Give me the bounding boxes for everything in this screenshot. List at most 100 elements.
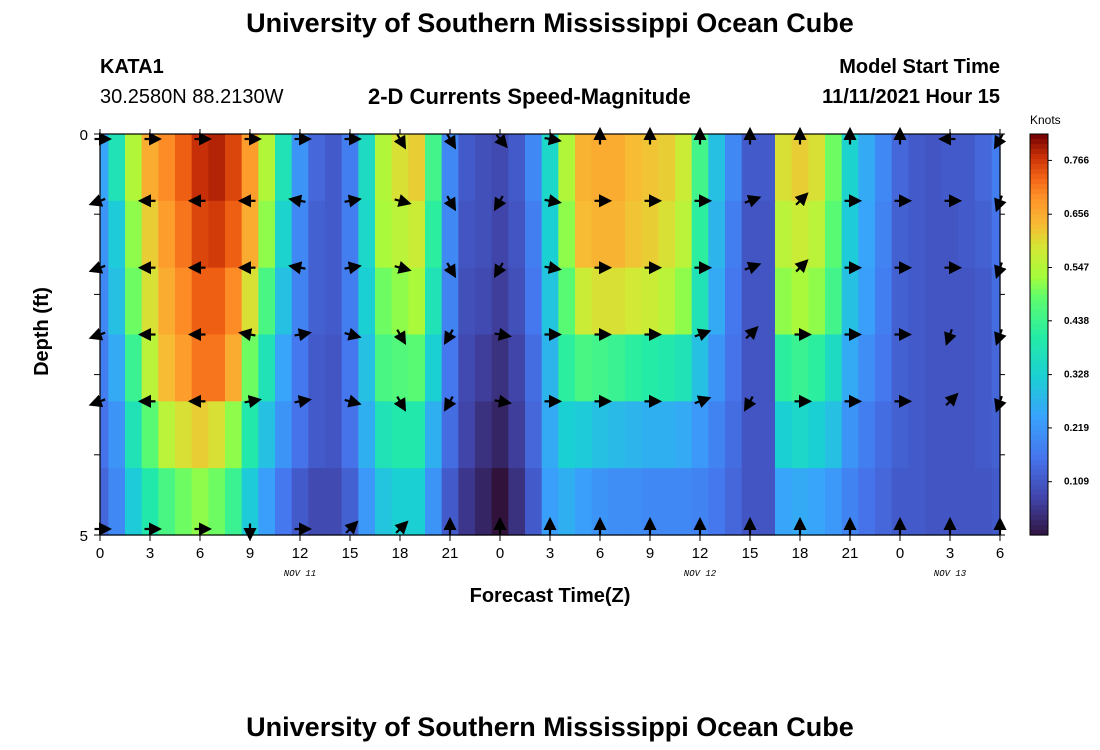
heatmap-cell — [991, 334, 1001, 402]
heatmap-cell — [825, 200, 843, 269]
heatmap-cell — [375, 200, 393, 269]
colorbar-segment — [1030, 434, 1048, 441]
current-vector-arrow — [294, 395, 312, 409]
heatmap-cell — [975, 468, 993, 536]
heatmap-cell — [508, 468, 526, 536]
heatmap-cell — [558, 267, 576, 336]
heatmap-cell — [408, 401, 426, 469]
heatmap-cell — [575, 134, 593, 202]
colorbar-segment — [1030, 299, 1048, 306]
heatmap-cell — [941, 200, 959, 269]
heatmap-cell — [441, 401, 459, 469]
colorbar-segment — [1030, 294, 1048, 301]
heatmap-cell — [941, 267, 959, 336]
heatmap-cell — [541, 334, 559, 402]
colorbar-segment — [1030, 319, 1048, 326]
current-vector-arrow — [244, 395, 262, 409]
heatmap-cell — [425, 468, 443, 536]
heatmap-cell — [658, 401, 676, 469]
heatmap-cell — [575, 401, 593, 469]
colorbar-segment — [1030, 159, 1048, 165]
colorbar-segment — [1030, 414, 1048, 421]
heatmap-cell — [191, 334, 209, 402]
colorbar-segment — [1030, 279, 1048, 285]
heatmap-cell — [100, 200, 109, 269]
x-tick-label: 0 — [496, 545, 504, 562]
heatmap-cell — [591, 200, 609, 269]
heatmap-cell — [325, 468, 343, 536]
heatmap-cell — [958, 200, 976, 269]
heatmap-cell — [641, 401, 659, 469]
colorbar-segment — [1030, 259, 1048, 265]
colorbar-segment — [1030, 314, 1048, 321]
heatmap-cell — [791, 267, 809, 336]
heatmap-cell — [541, 267, 559, 336]
colorbar-segment — [1030, 449, 1048, 456]
heatmap-cell — [125, 334, 143, 402]
heatmap-cell — [891, 334, 909, 402]
colorbar-segment — [1030, 264, 1048, 270]
heatmap-cell — [175, 134, 193, 202]
heatmap-cell — [658, 200, 676, 269]
heatmap-cell — [608, 401, 626, 469]
heatmap-cell — [691, 200, 709, 269]
heatmap-cell — [608, 267, 626, 336]
heatmap-cell — [441, 200, 459, 269]
heatmap-cell — [875, 267, 893, 336]
heatmap-cell — [908, 468, 926, 536]
heatmap-cell — [908, 334, 926, 402]
heatmap-cell — [475, 401, 493, 469]
colorbar-segment — [1030, 209, 1048, 215]
heatmap-cell — [541, 134, 559, 202]
x-tick-label: 9 — [246, 545, 254, 562]
heatmap-cell — [758, 267, 776, 336]
heatmap-cell — [858, 401, 876, 469]
x-tick-label: 21 — [842, 545, 859, 562]
heatmap-cell — [275, 267, 293, 336]
x-tick-label: 0 — [96, 545, 104, 562]
heatmap-cell — [625, 468, 643, 536]
current-vector-arrow — [944, 328, 957, 346]
colorbar-segment — [1030, 154, 1048, 160]
current-vector-arrow — [794, 259, 809, 274]
heatmap-cell — [691, 334, 709, 402]
heatmap-cell — [191, 468, 209, 536]
heatmap-cell — [141, 334, 159, 402]
colorbar-segment — [1030, 174, 1048, 180]
heatmap-cell — [891, 401, 909, 469]
heatmap-cell — [408, 134, 426, 202]
colorbar-segment — [1030, 464, 1048, 471]
colorbar-segment — [1030, 229, 1048, 235]
heatmap-cell — [991, 134, 1001, 202]
colorbar-segment — [1030, 484, 1048, 491]
colorbar-segment — [1030, 244, 1048, 250]
heatmap-cell — [925, 267, 943, 336]
x-tick-label: 6 — [196, 545, 204, 562]
current-vector-arrow — [744, 261, 762, 275]
current-vector-arrow — [944, 392, 959, 407]
heatmap-cell — [975, 401, 993, 469]
colorbar-segment — [1030, 499, 1048, 506]
heatmap-cell — [108, 200, 126, 269]
colorbar-segment — [1030, 234, 1048, 240]
x-tick-label: 6 — [996, 545, 1004, 562]
current-vector-arrow — [493, 195, 507, 212]
colorbar-segment — [1030, 239, 1048, 245]
heatmap-cell — [291, 134, 309, 202]
heatmap-cell — [975, 200, 993, 269]
colorbar-segment — [1030, 274, 1048, 280]
current-vector-arrow — [443, 329, 457, 345]
heatmap-cell — [325, 401, 343, 469]
current-vector-arrow — [694, 328, 712, 342]
x-tick-label: 12 — [692, 545, 709, 562]
heatmap-cell — [508, 267, 526, 336]
footer-title: University of Southern Mississippi Ocean… — [246, 712, 854, 742]
heatmap-cell — [791, 134, 809, 202]
heatmap-cell — [775, 401, 793, 469]
y-tick-label: 0 — [80, 127, 88, 144]
heatmap-cell — [275, 334, 293, 402]
heatmap-cell — [408, 334, 426, 402]
heatmap-cell — [141, 401, 159, 469]
heatmap-cell — [608, 468, 626, 536]
heatmap-cell — [458, 200, 476, 269]
